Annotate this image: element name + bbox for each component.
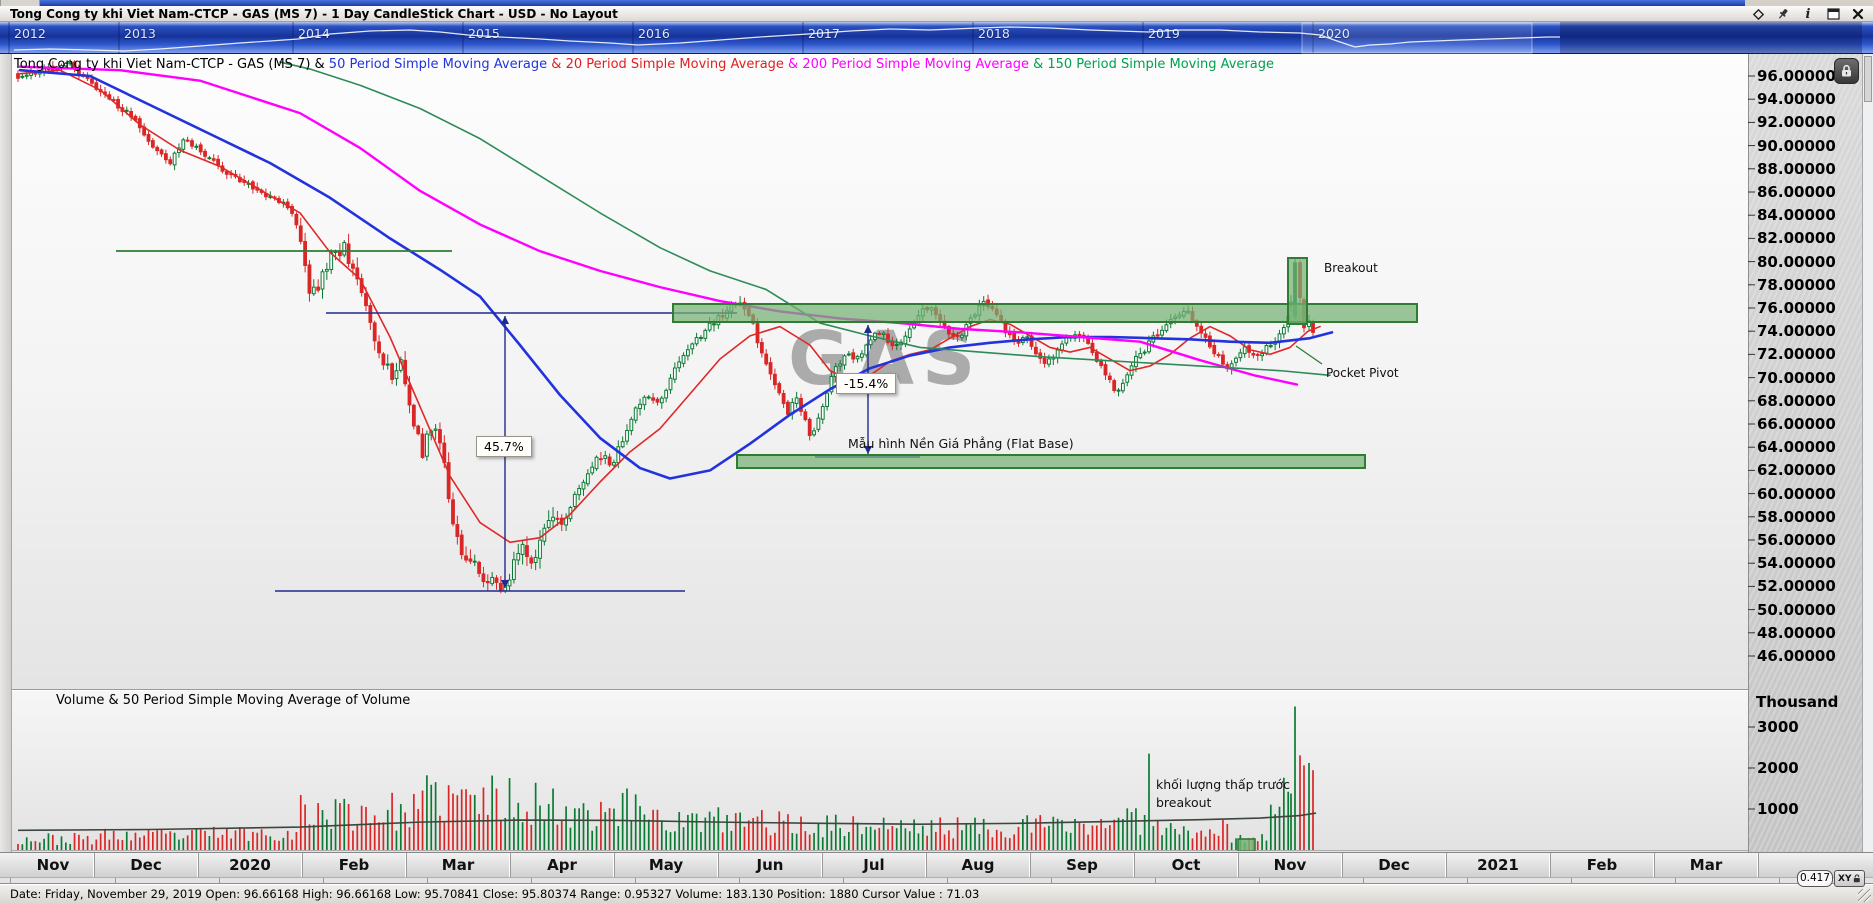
price-tick-label: 66.00000 bbox=[1757, 415, 1836, 433]
nav-year-label: 2019 bbox=[1148, 26, 1180, 41]
month-label: Oct bbox=[1134, 853, 1239, 877]
close-icon[interactable] bbox=[1851, 7, 1865, 21]
price-tick-label: 92.00000 bbox=[1757, 113, 1836, 132]
month-label: Aug bbox=[926, 853, 1031, 877]
pin-icon[interactable] bbox=[1776, 7, 1790, 21]
month-label: 2020 bbox=[198, 853, 303, 877]
nav-year-label: 2016 bbox=[638, 26, 670, 41]
month-label: Feb bbox=[1550, 853, 1655, 877]
month-label: 2021 bbox=[1446, 853, 1551, 877]
vertical-scrollbar[interactable] bbox=[1862, 54, 1873, 852]
volume-tick-label: 3000 bbox=[1757, 718, 1799, 736]
unlock-icon bbox=[1854, 874, 1861, 883]
axis-ruler bbox=[0, 877, 1873, 884]
price-tick-label: 52.00000 bbox=[1757, 577, 1836, 596]
price-tick-label: 70.00000 bbox=[1757, 368, 1836, 387]
volume-axis-title: Thousand bbox=[1756, 693, 1839, 711]
legend-item: & bbox=[547, 57, 566, 72]
nav-year-label: 2020 bbox=[1318, 26, 1350, 41]
month-label: Nov bbox=[12, 853, 95, 877]
nav-year-label: 2013 bbox=[124, 26, 156, 41]
pocket-pivot-annotation: Pocket Pivot bbox=[1326, 366, 1399, 380]
price-tick-label: 86.00000 bbox=[1757, 183, 1836, 201]
price-tick-label: 62.00000 bbox=[1757, 461, 1836, 480]
breakout-annotation: Breakout bbox=[1324, 261, 1378, 275]
price-tick-label: 76.00000 bbox=[1757, 299, 1836, 317]
price-tick-label: 82.00000 bbox=[1757, 229, 1836, 248]
window-titlebar[interactable]: Tong Cong ty khi Viet Nam-CTCP - GAS (MS… bbox=[0, 6, 1873, 22]
volume-legend: Volume & 50 Period Simple Moving Average… bbox=[56, 693, 411, 708]
scrollbar-thumb[interactable] bbox=[1864, 56, 1872, 102]
price-tick-label: 74.00000 bbox=[1757, 322, 1836, 341]
month-label: Dec bbox=[1342, 853, 1447, 877]
price-tick-label: 60.00000 bbox=[1757, 484, 1836, 503]
window-title: Tong Cong ty khi Viet Nam-CTCP - GAS (MS… bbox=[10, 7, 618, 21]
legend-item: 20 Period Simple Moving Average bbox=[565, 57, 784, 72]
price-tick-label: 96.00000 bbox=[1757, 67, 1836, 85]
volume-note-annotation: khối lượng thấp trước breakout bbox=[1156, 777, 1291, 811]
legend-item: 150 Period Simple Moving Average bbox=[1047, 57, 1274, 72]
legend-item: 50 Period Simple Moving Average bbox=[328, 57, 548, 72]
volume-pane[interactable] bbox=[12, 690, 1748, 852]
price-tick-label: 90.00000 bbox=[1757, 136, 1836, 155]
axis-lock-button[interactable] bbox=[1834, 58, 1859, 84]
month-label: Sep bbox=[1030, 853, 1135, 877]
price-tick-label: 84.00000 bbox=[1757, 206, 1836, 225]
nav-year-label: 2018 bbox=[978, 26, 1010, 41]
rise-percent-label: 45.7% bbox=[476, 436, 532, 457]
resize-grip[interactable] bbox=[1858, 889, 1871, 902]
legend-item: 200 Period Simple Moving Average bbox=[802, 57, 1029, 72]
xy-lock-button[interactable]: XY bbox=[1834, 870, 1866, 887]
price-tick-label: 68.00000 bbox=[1757, 391, 1836, 410]
lock-icon bbox=[1842, 64, 1851, 77]
timeline-navigator[interactable]: 2012 2013 2014 2015 2016 2017 2018 2019 2020 bbox=[0, 22, 1873, 54]
parameters-diamond-icon[interactable] bbox=[1751, 7, 1765, 21]
price-tick-label: 94.00000 bbox=[1757, 90, 1836, 109]
price-tick-label: 80.00000 bbox=[1757, 252, 1836, 271]
legend-item: Tong Cong ty khi Viet Nam-CTCP - GAS (MS… bbox=[14, 57, 329, 72]
month-label: Mar bbox=[1654, 853, 1759, 877]
price-tick-label: 54.00000 bbox=[1757, 554, 1836, 573]
price-axis[interactable] bbox=[1748, 54, 1862, 852]
month-label: Dec bbox=[94, 853, 199, 877]
month-label: Nov bbox=[1238, 853, 1343, 877]
price-tick-label: 78.00000 bbox=[1757, 275, 1836, 294]
price-tick-label: 72.00000 bbox=[1757, 345, 1836, 364]
legend-item: & bbox=[1028, 57, 1048, 72]
month-label: Apr bbox=[510, 853, 615, 877]
month-label: Jul bbox=[822, 853, 927, 877]
status-bar: Date: Friday, November 29, 2019 Open: 96… bbox=[0, 884, 1873, 904]
legend-item: & bbox=[783, 57, 803, 72]
price-tick-label: 46.00000 bbox=[1757, 647, 1836, 665]
info-icon[interactable]: i bbox=[1805, 6, 1811, 22]
price-tick-label: 88.00000 bbox=[1757, 159, 1836, 178]
month-label: Mar bbox=[406, 853, 511, 877]
price-tick-label: 58.00000 bbox=[1757, 507, 1836, 526]
price-tick-label: 48.00000 bbox=[1757, 623, 1836, 642]
chart-legend: Tong Cong ty khi Viet Nam-CTCP - GAS (MS… bbox=[14, 57, 1274, 72]
volume-tick-label: 1000 bbox=[1757, 800, 1799, 818]
volume-tick-label: 2000 bbox=[1757, 759, 1799, 777]
price-tick-label: 56.00000 bbox=[1757, 531, 1836, 549]
nav-year-label: 2017 bbox=[808, 26, 840, 41]
status-text: Date: Friday, November 29, 2019 Open: 96… bbox=[10, 887, 980, 901]
drop-percent-label: -15.4% bbox=[836, 373, 897, 394]
nav-year-label: 2012 bbox=[14, 26, 46, 41]
maximize-icon[interactable] bbox=[1826, 7, 1840, 21]
nav-year-label: 2014 bbox=[298, 26, 330, 41]
price-tick-label: 50.00000 bbox=[1757, 600, 1836, 619]
price-tick-label: 64.00000 bbox=[1757, 438, 1836, 457]
scale-value-badge[interactable]: 0.417 bbox=[1797, 870, 1833, 887]
month-label: Feb bbox=[302, 853, 407, 877]
flat-base-annotation: Mẫu hình Nền Giá Phẳng (Flat Base) bbox=[848, 436, 1074, 451]
date-axis[interactable]: Nov Dec 2020 Feb Mar Apr May Jun Jul Aug Sep Oct Nov… bbox=[0, 852, 1873, 877]
left-edge-strip bbox=[0, 54, 12, 852]
month-label: Jun bbox=[718, 853, 823, 877]
nav-year-label: 2015 bbox=[468, 26, 500, 41]
window-top-edge bbox=[0, 0, 1745, 6]
month-label: May bbox=[614, 853, 719, 877]
